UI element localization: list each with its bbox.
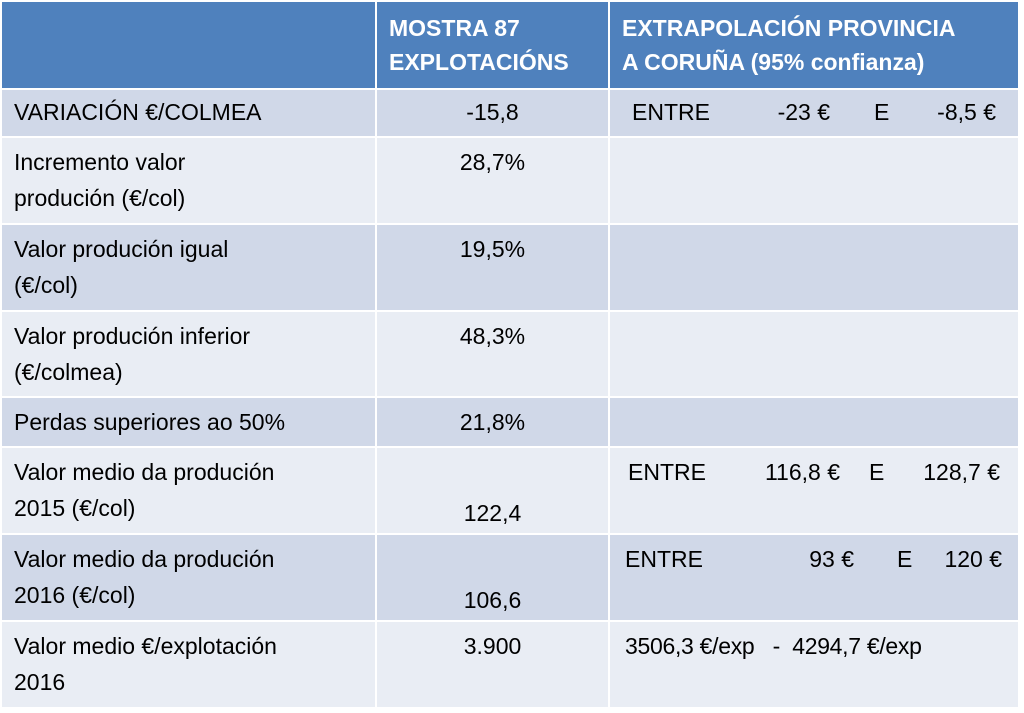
range-text: 3506,3 €/exp - 4294,7 €/exp bbox=[625, 633, 922, 659]
label-line: (€/colmea) bbox=[14, 359, 123, 385]
range-word: ENTRE bbox=[625, 546, 703, 572]
header-text: EXTRAPOLACIÓN PROVINCIA bbox=[622, 15, 956, 41]
sample-value: 3.900 bbox=[375, 620, 610, 709]
range-cell bbox=[608, 223, 1020, 312]
range-word: ENTRE bbox=[628, 459, 706, 485]
range-and: E bbox=[869, 459, 885, 485]
range-high: 128,7 € bbox=[923, 459, 1000, 485]
table-row: Valor produción inferior (€/colmea) 48,3% bbox=[0, 310, 1020, 398]
row-label: Valor medio da produción 2016 (€/col) bbox=[0, 533, 377, 622]
row-label: Valor medio da produción 2015 (€/col) bbox=[0, 446, 377, 535]
range-cell bbox=[608, 136, 1020, 225]
table-row: Incremento valor produción (€/col) 28,7% bbox=[0, 136, 1020, 225]
range-cell: ENTRE -23 € E -8,5 € bbox=[608, 88, 1020, 138]
label-line: Valor produción igual bbox=[14, 236, 229, 262]
table-row: Valor produción igual (€/col) 19,5% bbox=[0, 223, 1020, 312]
range-low: -23 € bbox=[777, 99, 830, 125]
table-row: Valor medio da produción 2016 (€/col) 106… bbox=[0, 533, 1020, 622]
range-cell: ENTRE 93 € E 120 € bbox=[608, 533, 1020, 622]
range-cell: 3506,3 €/exp - 4294,7 €/exp bbox=[608, 620, 1020, 709]
label-line: Valor medio da produción bbox=[14, 546, 275, 572]
row-label: Valor medio €/explotación 2016 bbox=[0, 620, 377, 709]
table-row: Perdas superiores ao 50% 21,8% bbox=[0, 396, 1020, 448]
header-text: A CORUÑA (95% confianza) bbox=[622, 49, 925, 75]
header-sample: MOSTRA 87 EXPLOTACIÓNS bbox=[375, 0, 610, 90]
range-and: E bbox=[897, 546, 913, 572]
label-line: 2016 (€/col) bbox=[14, 582, 136, 608]
range-cell bbox=[608, 310, 1020, 398]
row-label: Incremento valor produción (€/col) bbox=[0, 136, 377, 225]
row-label: Valor produción inferior (€/colmea) bbox=[0, 310, 377, 398]
label-line: Valor produción inferior bbox=[14, 323, 251, 349]
range-low: 116,8 € bbox=[764, 459, 840, 485]
sample-value: 21,8% bbox=[375, 396, 610, 448]
label-line: (€/col) bbox=[14, 272, 78, 298]
sample-value: 106,6 bbox=[375, 533, 610, 622]
row-label: Perdas superiores ao 50% bbox=[0, 396, 377, 448]
sample-value: -15,8 bbox=[375, 88, 610, 138]
sample-value: 28,7% bbox=[375, 136, 610, 225]
range-high: -8,5 € bbox=[937, 99, 996, 125]
range-and: E bbox=[874, 99, 890, 125]
label-line: 2015 (€/col) bbox=[14, 495, 136, 521]
sample-value: 19,5% bbox=[375, 223, 610, 312]
label-line: Incremento valor bbox=[14, 149, 186, 175]
sample-value: 122,4 bbox=[375, 446, 610, 535]
row-label: VARIACIÓN €/COLMEA bbox=[0, 88, 377, 138]
label-line: 2016 bbox=[14, 669, 66, 695]
table-row: VARIACIÓN €/COLMEA -15,8 ENTRE -23 € E -… bbox=[0, 88, 1020, 138]
range-cell bbox=[608, 396, 1020, 448]
row-label: Valor produción igual (€/col) bbox=[0, 223, 377, 312]
range-high: 120 € bbox=[944, 546, 1002, 572]
range-word: ENTRE bbox=[632, 99, 710, 125]
header-label-col bbox=[0, 0, 377, 90]
label-line: Valor medio da produción bbox=[14, 459, 275, 485]
sample-value: 48,3% bbox=[375, 310, 610, 398]
header-text: EXPLOTACIÓNS bbox=[389, 49, 569, 75]
header-extrapolation: EXTRAPOLACIÓN PROVINCIA A CORUÑA (95% con… bbox=[608, 0, 1020, 90]
header-row: MOSTRA 87 EXPLOTACIÓNS EXTRAPOLACIÓN PROV… bbox=[0, 0, 1020, 90]
table-row: Valor medio da produción 2015 (€/col) 122… bbox=[0, 446, 1020, 535]
range-cell: ENTRE 116,8 € E 128,7 € bbox=[608, 446, 1020, 535]
range-low: 93 € bbox=[809, 546, 854, 572]
header-text: MOSTRA 87 bbox=[389, 15, 520, 41]
table-row: Valor medio €/explotación 2016 3.900 3506… bbox=[0, 620, 1020, 709]
label-line: produción (€/col) bbox=[14, 185, 186, 211]
label-line: Valor medio €/explotación bbox=[14, 633, 277, 659]
